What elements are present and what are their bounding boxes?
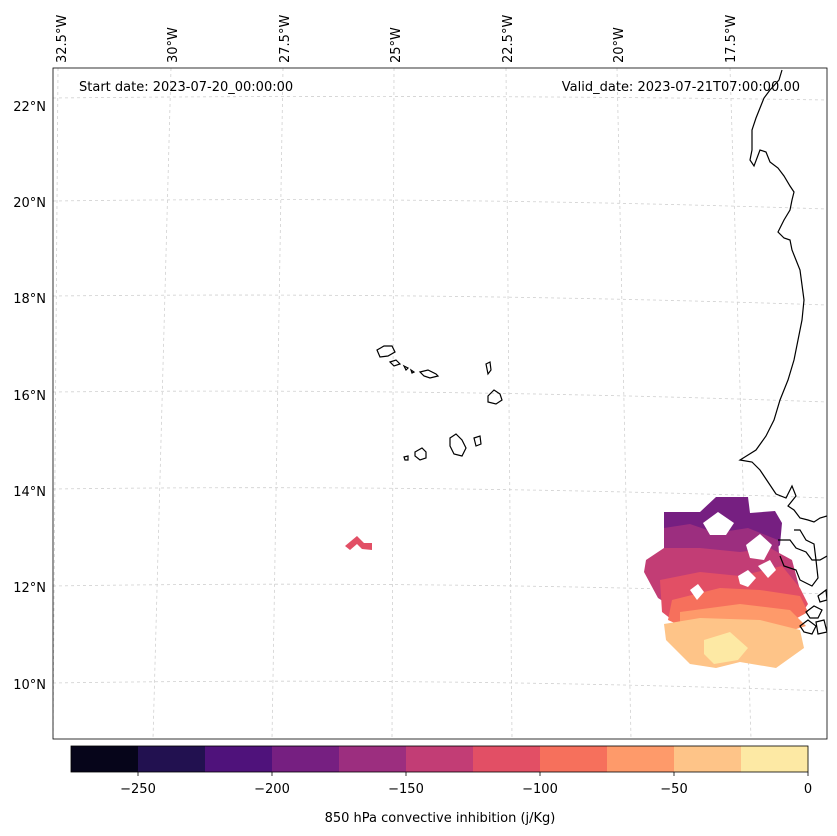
parallel-20n bbox=[53, 199, 827, 210]
colorbar-tick-label: −50 bbox=[660, 782, 687, 797]
map-frame bbox=[52, 67, 828, 740]
cape-verde-brava bbox=[403, 455, 409, 461]
cape-verde-santa-luzia bbox=[402, 364, 416, 374]
cape-verde-fogo bbox=[414, 447, 427, 461]
parallel-10n bbox=[53, 680, 827, 692]
lon-label-27-5w: 27.5°W bbox=[278, 15, 293, 63]
cape-verde-sao-nicolau bbox=[418, 369, 440, 379]
parallel-14n bbox=[53, 487, 827, 499]
colorbar-tick-label: −200 bbox=[254, 782, 290, 797]
bissau-coast bbox=[778, 539, 827, 561]
colorbar-segment bbox=[473, 746, 541, 772]
cin-missing-hole bbox=[746, 534, 772, 560]
colorbar-tick-label: −150 bbox=[388, 782, 424, 797]
colorbar-segment bbox=[138, 746, 206, 772]
lat-label-10n: 10°N bbox=[13, 678, 46, 693]
cin-missing-hole bbox=[758, 560, 776, 578]
cape-verde-santiago bbox=[449, 433, 467, 457]
cape-verde-sal bbox=[485, 361, 492, 376]
parallel-18n bbox=[53, 294, 827, 306]
colorbar-label: 850 hPa convective inhibition (j/Kg) bbox=[325, 811, 556, 826]
colorbar-segment bbox=[272, 746, 340, 772]
lat-label-22n: 22°N bbox=[13, 100, 46, 115]
lon-label-30w: 30°W bbox=[166, 27, 181, 63]
meridian-20w bbox=[616, 68, 632, 739]
parallel-22n bbox=[53, 96, 827, 101]
colorbar-frame bbox=[70, 745, 809, 773]
lat-label-16n: 16°N bbox=[13, 389, 46, 404]
start-date-label: Start date: 2023-07-20_00:00:00 bbox=[79, 80, 293, 95]
colorbar-segment bbox=[540, 746, 608, 772]
lon-label-20w: 20°W bbox=[612, 27, 627, 63]
longitude-labels: 32.5°W 30°W 27.5°W 25°W 22.5°W 20°W 17.5… bbox=[55, 15, 739, 63]
parallel-16n bbox=[53, 390, 827, 403]
lon-label-17-5w: 17.5°W bbox=[724, 15, 739, 63]
lon-label-22-5w: 22.5°W bbox=[501, 15, 516, 63]
guinea-islands bbox=[799, 605, 827, 635]
lon-label-25w: 25°W bbox=[389, 27, 404, 63]
cape-verde-sao-vicente bbox=[388, 359, 402, 367]
colorbar-tick-label: −100 bbox=[522, 782, 558, 797]
lon-label-32-5w: 32.5°W bbox=[55, 15, 70, 63]
lat-label-20n: 20°N bbox=[13, 196, 46, 211]
cin-contour-fills bbox=[345, 497, 808, 668]
colorbar-tick-label: −250 bbox=[120, 782, 156, 797]
cin-missing-hole bbox=[690, 584, 704, 600]
cape-verde-boa-vista bbox=[487, 389, 503, 405]
parallel-12n bbox=[53, 583, 827, 595]
meridian-30w bbox=[152, 68, 172, 739]
cin-missing-hole bbox=[703, 512, 734, 535]
meridian-27-5w bbox=[271, 68, 284, 739]
colorbar-segment bbox=[741, 746, 809, 772]
cin-fill-layer-level-8 bbox=[704, 632, 748, 664]
colorbar-segment bbox=[71, 746, 139, 772]
lat-label-12n: 12°N bbox=[13, 581, 46, 596]
colorbar-segment bbox=[607, 746, 675, 772]
lat-label-14n: 14°N bbox=[13, 485, 46, 500]
meridian-22-5w bbox=[505, 68, 513, 739]
cape-verde-santo-antao bbox=[376, 345, 396, 358]
lat-label-18n: 18°N bbox=[13, 292, 46, 307]
valid-date-label: Valid_date: 2023-07-21T07:00:00.00 bbox=[562, 80, 800, 95]
colorbar-segment bbox=[339, 746, 407, 772]
colorbar-tick-marks bbox=[137, 772, 809, 776]
meridian-25w bbox=[391, 68, 395, 739]
colorbar-ticks: −250 −200 −150 −100 −50 0 bbox=[120, 782, 812, 797]
colorbar-segment bbox=[406, 746, 474, 772]
cin-missing-hole bbox=[738, 570, 756, 587]
latitude-labels: 22°N 20°N 18°N 16°N 14°N 12°N 10°N bbox=[13, 100, 46, 693]
colorbar-segment bbox=[674, 746, 742, 772]
colorbar-segment bbox=[205, 746, 273, 772]
cape-verde-maio bbox=[473, 435, 482, 447]
colorbar bbox=[70, 745, 809, 773]
meridian-32-5w bbox=[53, 68, 59, 739]
cin-isolated-patch bbox=[345, 536, 372, 550]
gambia-coast bbox=[779, 529, 819, 587]
bijagos-coast bbox=[817, 588, 827, 603]
colorbar-tick-label: 0 bbox=[804, 782, 812, 797]
africa-coastline bbox=[738, 69, 827, 523]
coastlines bbox=[376, 69, 827, 635]
